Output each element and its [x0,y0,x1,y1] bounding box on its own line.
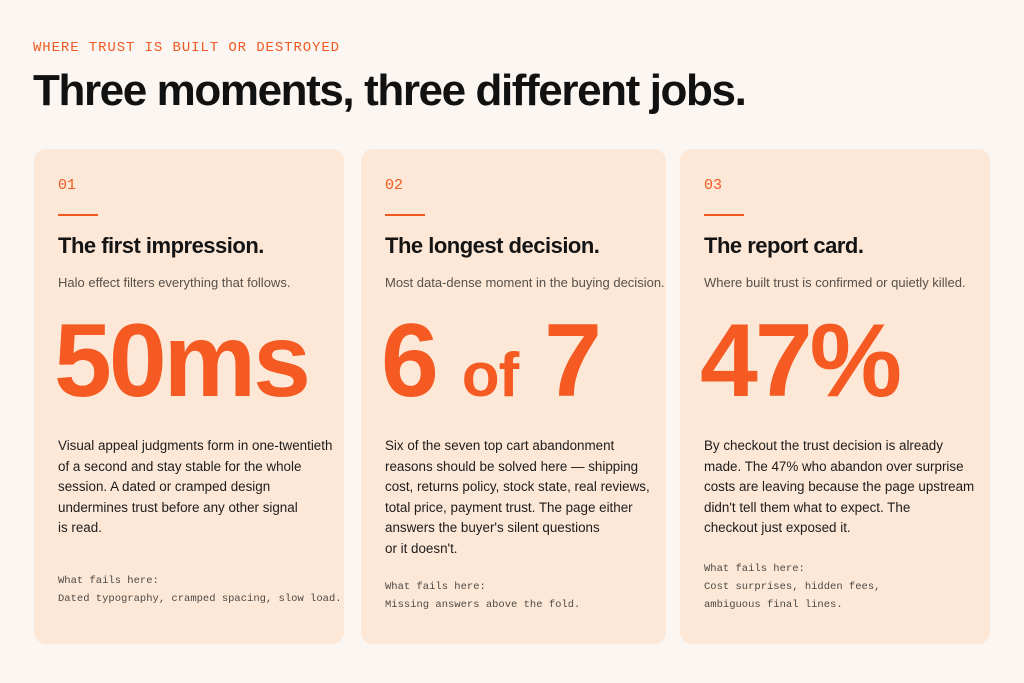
stat-value: 6 [381,303,462,419]
body-line: reasons should be solved here — shipping [385,458,639,474]
card-title: The first impression. [58,233,264,258]
body-line: of a second and stay stable for the whol… [58,458,302,474]
accent-divider [58,214,98,216]
page-title: Three moments, three different jobs. [33,66,747,115]
body-line: didn't tell them what to expect. The [704,499,911,515]
card-body: Six of the seven top cart abandonment re… [385,436,660,559]
moment-card-longest-decision: 02 The longest decision. Most data-dense… [361,149,666,644]
body-line: checkout just exposed it. [704,520,851,535]
accent-divider [704,214,744,216]
body-line: Six of the seven top cart abandonment [385,438,615,453]
body-line: Visual appeal judgments form in one-twen… [58,438,333,453]
fails-line: Cost surprises, hidden fees, [704,581,881,593]
card-title: The longest decision. [385,233,600,258]
card-number: 02 [385,177,404,194]
body-line: is read. [58,520,102,535]
fails-line: Dated typography, cramped spacing, slow … [58,593,342,605]
card-subtitle: Where built trust is confirmed or quietl… [704,275,966,290]
body-line: made. The 47% who abandon over surprise [704,458,964,474]
fails-line: Missing answers above the fold. [385,599,581,611]
section-eyebrow: WHERE TRUST IS BUILT OR DESTROYED [33,40,340,56]
card-number: 03 [704,177,723,194]
body-line: or it doesn't. [385,540,458,556]
what-fails-note: What fails here: Missing answers above t… [385,578,580,614]
fails-label: What fails here: [704,563,805,575]
fails-line: ambiguous final lines. [704,599,843,611]
stat-value-tail: 7 [518,303,602,419]
card-subtitle: Most data-dense moment in the buying dec… [385,275,665,290]
moment-card-report-card: 03 The report card. Where built trust is… [680,149,990,644]
body-line: By checkout the trust decision is alread… [704,438,943,453]
fails-label: What fails here: [58,575,159,587]
body-line: costs are leaving because the page upstr… [704,479,975,494]
what-fails-note: What fails here: Dated typography, cramp… [58,572,342,608]
card-stat: 6 of 7 [381,309,602,413]
card-body: Visual appeal judgments form in one-twen… [58,436,333,539]
body-line: cost, returns policy, stock state, real … [385,479,650,494]
stat-connector: of [461,341,520,410]
moment-card-first-impression: 01 The first impression. Halo effect fil… [34,149,344,644]
stat-value: 47% [700,303,902,419]
body-line: undermines trust before any other signal [58,499,298,515]
card-title: The report card. [704,233,864,258]
body-line: answers the buyer's silent questions [385,520,600,535]
what-fails-note: What fails here: Cost surprises, hidden … [704,560,880,614]
fails-label: What fails here: [385,581,486,593]
card-subtitle: Halo effect filters everything that foll… [58,275,291,290]
card-body: By checkout the trust decision is alread… [704,436,979,539]
body-line: total price, payment trust. The page eit… [385,499,633,515]
card-number: 01 [58,177,77,194]
stat-value: 50ms [54,303,311,419]
body-line: session. A dated or cramped design [58,479,271,494]
accent-divider [385,214,425,216]
card-stat: 47% [700,309,902,413]
card-stat: 50ms [54,309,311,413]
